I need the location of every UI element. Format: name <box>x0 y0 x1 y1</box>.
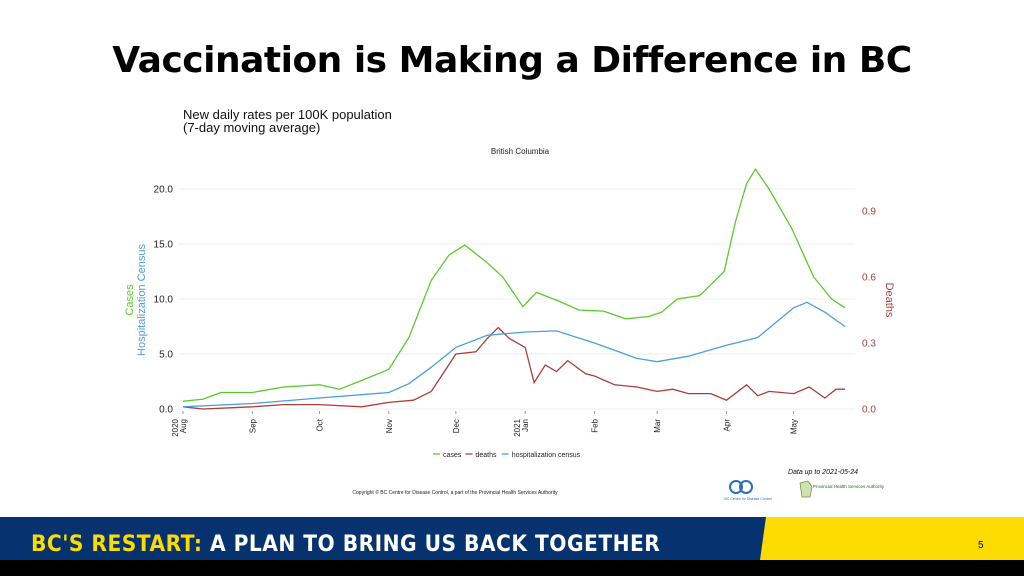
svg-text:Provincial Health Services Aut: Provincial Health Services Authority <box>813 484 885 489</box>
ytick-right-label: 0.9 <box>862 207 876 218</box>
xtick-label: Feb <box>591 418 600 432</box>
phsa-logo: Provincial Health Services Authority <box>799 480 885 498</box>
xtick-label: Mar <box>653 419 662 433</box>
data-date-note: Data up to 2021-05-24 <box>788 469 858 476</box>
svg-text:Oct: Oct <box>315 418 324 431</box>
page-number: 5 <box>978 540 984 551</box>
ytick-right-label: 0.6 <box>862 273 876 284</box>
legend-label: deaths <box>476 452 498 459</box>
footer-tagline: BC'S RESTART: A PLAN TO BRING US BACK TO… <box>31 532 660 557</box>
bccdc-logo: BC Centre for Disease Control <box>724 480 772 501</box>
svg-text:BC Centre for Disease Control: BC Centre for Disease Control <box>724 497 771 501</box>
legend: cases deaths hospitalization census <box>433 452 581 459</box>
svg-text:Dec: Dec <box>452 419 461 433</box>
chart-subtitle: (7-day moving average) <box>183 120 321 135</box>
svg-text:Aug: Aug <box>179 419 188 433</box>
ytick-left-label: 15.0 <box>154 240 174 251</box>
ylabel-cases: Cases <box>124 284 136 316</box>
ylabel-deaths: Deaths <box>883 283 895 318</box>
svg-text:May: May <box>790 419 799 434</box>
svg-text:2021: 2021 <box>513 418 522 436</box>
series-line-hospitalization-census <box>182 301 846 408</box>
xtick-label: Sep <box>248 418 257 433</box>
chart-title: New daily rates per 100K population (7-d… <box>183 108 392 134</box>
xtick-label: Apr <box>722 419 731 432</box>
svg-text:Feb: Feb <box>591 418 600 432</box>
chart: British Columbia 0.0 5.0 10.0 15.0 20.0 0.0 0.… <box>124 147 895 501</box>
slide-title: Vaccination is Making a Difference in BC <box>112 40 912 81</box>
ylabel-hospitalization: Hospitalization Census <box>136 244 148 356</box>
series-line-deaths <box>182 326 845 410</box>
bottom-bar <box>0 560 1024 576</box>
footer-text: A PLAN TO BRING US BACK TOGETHER <box>202 532 661 557</box>
svg-text:Jan: Jan <box>521 419 530 432</box>
series-line-cases <box>182 168 846 402</box>
legend-label: hospitalization census <box>512 452 581 459</box>
ytick-left-label: 0.0 <box>159 405 173 416</box>
footer-accent <box>760 517 1024 560</box>
svg-text:Apr: Apr <box>722 419 731 432</box>
svg-text:2020: 2020 <box>171 418 180 436</box>
copyright-note: Copyright © BC Centre for Disease Contro… <box>352 489 558 496</box>
xtick-label: Nov <box>385 419 394 433</box>
footer-highlight: BC'S RESTART: <box>31 532 203 557</box>
svg-text:Mar: Mar <box>653 419 662 433</box>
ytick-left-label: 5.0 <box>159 350 173 361</box>
xtick-label: Dec <box>452 419 461 433</box>
ytick-left-label: 20.0 <box>154 185 174 196</box>
xtick-label: Oct <box>315 418 324 431</box>
svg-text:Nov: Nov <box>385 419 394 433</box>
xtick-label: May <box>790 419 799 434</box>
chart-title-line: New daily rates per 100K population <box>183 107 392 122</box>
panel-label: British Columbia <box>491 147 550 156</box>
ytick-right-label: 0.3 <box>862 339 876 350</box>
ytick-left-label: 10.0 <box>154 295 174 306</box>
legend-label: cases <box>443 452 462 459</box>
ytick-right-label: 0.0 <box>862 405 876 416</box>
svg-text:Sep: Sep <box>248 418 257 433</box>
